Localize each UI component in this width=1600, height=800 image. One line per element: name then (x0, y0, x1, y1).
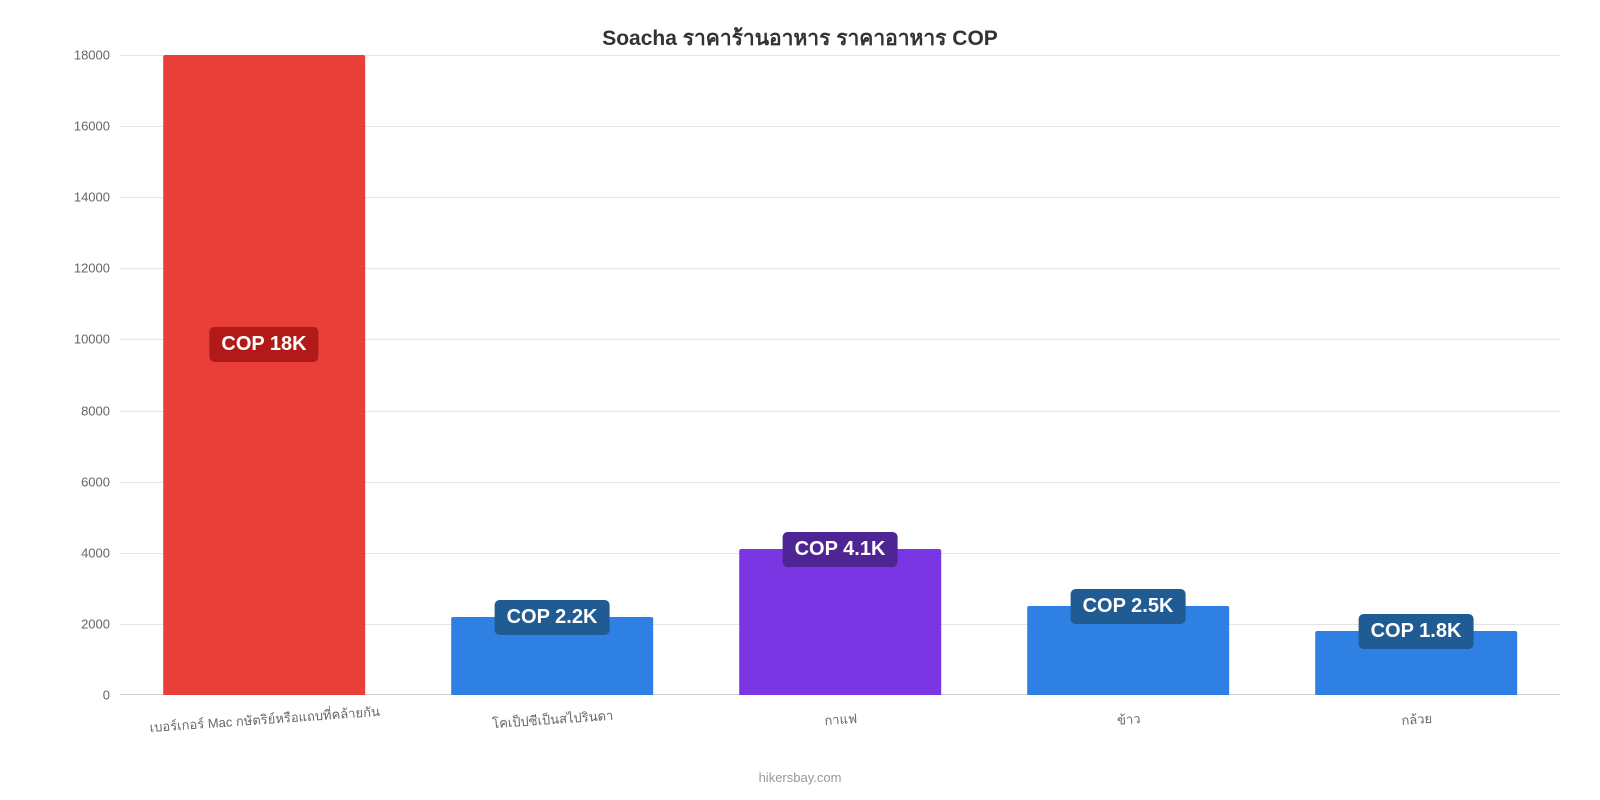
source-text: hikersbay.com (0, 770, 1600, 785)
ytick-label: 6000 (81, 474, 110, 489)
ytick-label: 10000 (74, 332, 110, 347)
ytick-label: 8000 (81, 403, 110, 418)
value-label: COP 2.5K (1071, 589, 1186, 624)
bar (163, 55, 365, 695)
value-label: COP 1.8K (1359, 614, 1474, 649)
plot-area: 0200040006000800010000120001400016000180… (120, 55, 1560, 695)
bar-slot: COP 4.1Kกาแฟ (696, 55, 984, 695)
ytick-label: 2000 (81, 616, 110, 631)
xtick-label: กาแฟ (824, 708, 858, 731)
bar-slot: COP 1.8Kกล้วย (1272, 55, 1560, 695)
ytick-label: 18000 (74, 48, 110, 63)
value-label: COP 2.2K (495, 600, 610, 635)
ytick-label: 4000 (81, 545, 110, 560)
bar (739, 549, 941, 695)
bar-slot: COP 2.2Kโคเป็ปซีเป็นสไปรินดา (408, 55, 696, 695)
ytick-label: 16000 (74, 119, 110, 134)
ytick-label: 12000 (74, 261, 110, 276)
ytick-label: 0 (103, 688, 110, 703)
value-label: COP 18K (209, 327, 318, 362)
xtick-label: โคเป็ปซีเป็นสไปรินดา (491, 705, 614, 734)
value-label: COP 4.1K (783, 532, 898, 567)
bar-slot: COP 18Kเบอร์เกอร์ Mac กษัตริย์หรือแถบที่… (120, 55, 408, 695)
chart-title: Soacha ราคาร้านอาหาร ราคาอาหาร COP (0, 22, 1600, 55)
bar-chart: Soacha ราคาร้านอาหาร ราคาอาหาร COP 02000… (0, 0, 1600, 800)
ytick-label: 14000 (74, 190, 110, 205)
xtick-label: เบอร์เกอร์ Mac กษัตริย์หรือแถบที่คล้ายกั… (149, 701, 381, 738)
xtick-label: กล้วย (1401, 708, 1433, 731)
xtick-label: ข้าว (1116, 708, 1141, 731)
bar-slot: COP 2.5Kข้าว (984, 55, 1272, 695)
